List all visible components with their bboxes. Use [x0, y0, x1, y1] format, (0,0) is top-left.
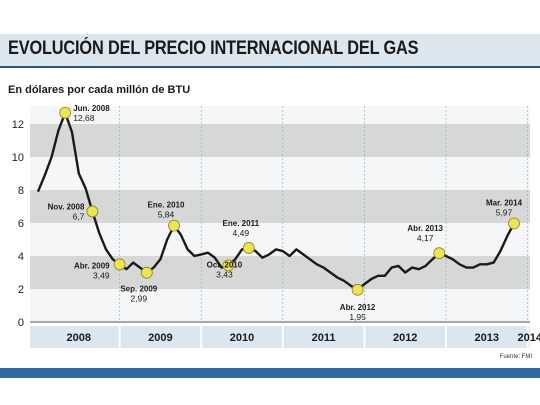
chart-subtitle: En dólares por cada millón de BTU	[8, 84, 191, 96]
annotation-marker	[59, 106, 72, 119]
line-chart: 0 2 4 6 8 10 12 2008 2009 2010 2011 2012 2013 2014 Jun…	[12, 104, 540, 348]
y-tick-label: 10	[12, 152, 24, 164]
grid-band	[30, 190, 530, 223]
annotation-marker	[140, 266, 153, 279]
bottom-bar	[0, 368, 540, 378]
annotation-value: 6,7	[73, 211, 85, 221]
y-tick-label: 4	[18, 251, 24, 263]
annotation-marker	[222, 259, 235, 272]
annotation-value: 5,97	[496, 207, 513, 217]
x-tick-label: 2013	[475, 332, 499, 344]
annotation-marker	[86, 205, 99, 218]
annotation-value: 3,43	[216, 269, 233, 279]
annotation-value: 12,68	[73, 113, 95, 123]
annotation-value: 4,49	[233, 228, 250, 238]
annotation-label: Jun. 2008	[73, 104, 110, 113]
x-tick-label: 2011	[312, 332, 336, 344]
annotation-label: Nov. 2008	[48, 202, 85, 211]
y-tick-label: 0	[18, 317, 24, 329]
y-tick-label: 2	[18, 284, 24, 296]
annotation-value: 4,17	[417, 233, 434, 243]
annotation-label: Sep. 2009	[120, 285, 157, 294]
annotation-marker	[242, 242, 255, 254]
annotation-label: Ene. 2011	[223, 219, 260, 228]
year-axis-bar	[30, 326, 530, 348]
annotation-label: Mar. 2014	[486, 198, 523, 207]
annotation-value: 1,95	[349, 312, 366, 322]
x-tick-label: 2014	[518, 332, 540, 344]
annotation-label: Abr. 2012	[340, 303, 376, 312]
annotation-marker	[351, 283, 364, 296]
annotation-label: Abr. 2009	[74, 261, 110, 270]
annotation-label: Ene. 2010	[148, 201, 185, 210]
grid-band	[30, 124, 530, 157]
annotation-label: Oct. 2010	[207, 260, 243, 269]
chart-title: EVOLUCIÓN DEL PRECIO INTERNACIONAL DEL G…	[8, 38, 419, 59]
x-tick-label: 2012	[393, 332, 417, 344]
annotation-value: 5,84	[158, 210, 175, 220]
x-tick-label: 2008	[67, 332, 91, 344]
y-tick-label: 12	[12, 119, 24, 131]
source-note: Fuente: FMI	[499, 354, 532, 360]
y-tick-label: 6	[18, 218, 24, 230]
x-tick-label: 2010	[230, 332, 254, 344]
annotation-marker	[508, 217, 520, 230]
x-tick-label: 2009	[148, 332, 172, 344]
annotation-value: 3,49	[93, 270, 110, 280]
annotation-value: 2,99	[131, 294, 148, 304]
title-bar: EVOLUCIÓN DEL PRECIO INTERNACIONAL DEL G…	[0, 34, 540, 68]
annotation-marker	[113, 258, 126, 271]
y-tick-label: 8	[18, 185, 24, 197]
annotation-marker	[168, 219, 180, 232]
annotation-label: Abr. 2013	[407, 224, 443, 233]
annotation-marker	[433, 247, 446, 260]
grid-band	[30, 256, 530, 289]
